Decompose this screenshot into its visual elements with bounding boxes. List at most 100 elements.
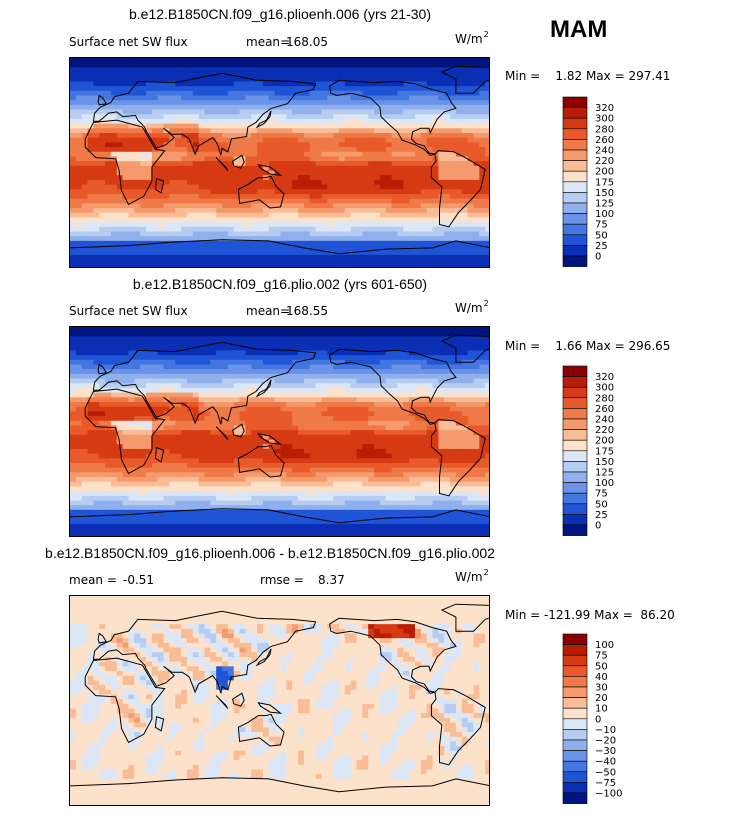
field-cell	[128, 175, 135, 181]
field-cell	[374, 373, 381, 380]
field-cell	[169, 95, 176, 101]
field-cell	[274, 406, 282, 412]
field-cell	[99, 420, 106, 427]
field-cell	[479, 203, 486, 209]
field-cell	[151, 378, 159, 384]
field-cell	[146, 72, 153, 78]
field-cell	[479, 193, 486, 200]
field-cell	[204, 208, 211, 214]
field-cell	[303, 397, 311, 403]
field-cell	[140, 226, 147, 233]
field-cell	[379, 184, 387, 190]
field-cell	[251, 118, 258, 125]
field-cell	[426, 341, 434, 347]
field-cell	[420, 67, 428, 73]
field-cell	[397, 90, 404, 97]
field-cell	[450, 161, 457, 167]
field-cell	[93, 170, 100, 176]
field-cell	[409, 369, 416, 375]
field-cell	[175, 189, 182, 195]
field-cell	[222, 137, 229, 143]
field-cell	[292, 161, 299, 167]
field-cell	[146, 350, 153, 356]
field-cell	[110, 72, 118, 78]
field-cell	[455, 58, 463, 64]
field-cell	[374, 142, 381, 148]
field-cell	[262, 416, 270, 422]
field-cell	[455, 345, 463, 352]
field-cell	[286, 359, 293, 366]
field-cell	[262, 104, 270, 111]
field-cell	[163, 189, 171, 195]
field-cell	[239, 142, 247, 148]
field-cell	[473, 420, 480, 427]
field-cell	[432, 137, 439, 143]
field-cell	[81, 189, 89, 195]
field-cell	[368, 123, 375, 129]
field-cell	[268, 236, 276, 242]
field-cell	[169, 387, 176, 394]
field-cell	[116, 95, 124, 101]
field-cell	[93, 245, 100, 251]
field-cell	[409, 378, 416, 384]
colorbar-tick-label: 150	[595, 188, 614, 199]
field-cell	[163, 165, 171, 172]
field-cell	[216, 114, 223, 120]
field-cell	[368, 420, 375, 427]
field-cell	[344, 327, 352, 333]
field-cell	[239, 198, 247, 204]
field-cell	[157, 397, 165, 403]
field-cell	[81, 95, 89, 101]
field-cell	[368, 147, 375, 153]
field-cell	[257, 81, 264, 87]
field-cell	[321, 231, 328, 237]
field-cell	[163, 250, 171, 256]
field-cell	[268, 198, 276, 204]
field-cell	[81, 114, 89, 120]
field-cell	[479, 198, 486, 204]
field-cell	[81, 420, 89, 427]
field-cell	[438, 378, 445, 384]
field-cell	[438, 208, 445, 214]
field-cell	[181, 193, 188, 200]
colorbar-swatch	[562, 213, 588, 225]
field-cell	[262, 236, 270, 242]
field-cell	[210, 123, 217, 129]
field-cell	[157, 72, 165, 78]
field-cell	[157, 137, 165, 143]
field-cell	[455, 217, 463, 223]
field-cell	[262, 156, 270, 162]
field-cell	[151, 203, 159, 209]
field-cell	[239, 175, 247, 181]
field-cell	[368, 425, 375, 431]
field-cell	[374, 411, 381, 417]
field-cell	[350, 226, 358, 233]
field-cell	[140, 90, 147, 97]
field-cell	[473, 355, 480, 361]
field-cell	[426, 193, 434, 200]
field-cell	[455, 350, 463, 356]
field-cell	[321, 364, 328, 370]
field-cell	[128, 392, 135, 398]
field-cell	[116, 327, 124, 333]
field-cell	[268, 137, 276, 143]
field-cell	[368, 217, 375, 223]
field-cell	[134, 95, 141, 101]
field-cell	[134, 137, 141, 143]
field-cell	[75, 67, 83, 73]
field-cell	[268, 416, 276, 422]
field-cell	[274, 67, 282, 73]
field-cell	[385, 373, 393, 380]
field-cell	[99, 411, 106, 417]
field-cell	[87, 254, 94, 261]
field-cell	[210, 373, 217, 380]
field-cell	[286, 179, 293, 186]
field-cell	[303, 373, 311, 380]
field-cell	[163, 118, 171, 125]
field-cell	[163, 217, 171, 223]
field-cell	[333, 198, 340, 204]
colorbar-swatch	[562, 107, 588, 119]
field-cell	[479, 100, 486, 106]
field-cell	[450, 118, 457, 125]
field-cell	[239, 95, 247, 101]
